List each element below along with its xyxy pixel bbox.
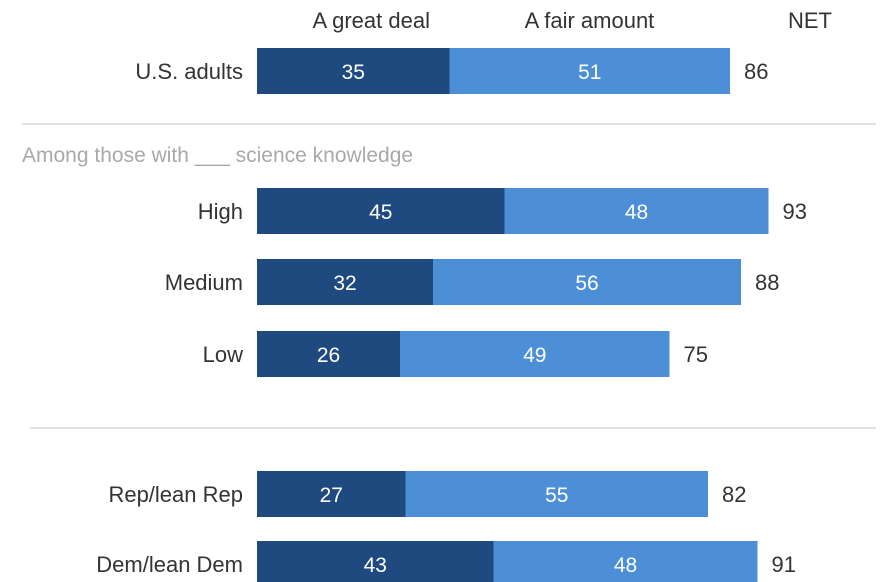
section-label: Among those with ___ science knowledge xyxy=(22,144,413,167)
net-value-label: 91 xyxy=(772,552,796,577)
row-label: Low xyxy=(203,342,243,367)
bar-value-label: 35 xyxy=(342,61,365,84)
bar-rows: U.S. adults 35 51 86 High 45 48 93 Medium 32 56 88 L… xyxy=(96,48,807,582)
bar-value-label: 26 xyxy=(317,344,340,367)
bar-row: High 45 48 93 xyxy=(198,188,807,234)
bar-fair-amount xyxy=(433,259,741,305)
bar-value-label: 56 xyxy=(575,272,598,295)
net-value-label: 88 xyxy=(755,270,779,295)
bar-row: Rep/lean Rep 27 55 82 xyxy=(108,471,746,517)
bar-value-label: 48 xyxy=(614,554,637,577)
bar-great-deal xyxy=(257,188,505,234)
bar-value-label: 43 xyxy=(364,554,387,577)
row-label: Dem/lean Dem xyxy=(96,552,243,577)
dividers xyxy=(22,123,876,429)
bar-fair-amount xyxy=(493,541,758,582)
bar-fair-amount xyxy=(400,331,670,377)
bar-great-deal xyxy=(257,259,433,305)
bar-fair-amount xyxy=(504,188,769,234)
bar-value-label: 49 xyxy=(523,344,546,367)
bar-value-label: 27 xyxy=(320,484,343,507)
net-value-label: 75 xyxy=(684,342,708,367)
bar-great-deal xyxy=(257,48,450,94)
row-label: U.S. adults xyxy=(135,59,243,84)
bar-great-deal xyxy=(257,331,400,377)
net-value-label: 93 xyxy=(783,199,807,224)
bar-fair-amount xyxy=(405,471,708,517)
bar-row: U.S. adults 35 51 86 xyxy=(135,48,768,94)
bar-value-label: 48 xyxy=(625,201,648,224)
bar-value-label: 45 xyxy=(369,201,392,224)
legend-net: NET xyxy=(788,8,832,33)
legend-great-deal: A great deal xyxy=(313,8,430,33)
bar-row: Low 26 49 75 xyxy=(203,331,708,377)
net-value-label: 82 xyxy=(722,482,746,507)
bar-value-label: 32 xyxy=(333,272,356,295)
bar-value-label: 51 xyxy=(578,61,601,84)
section-label-group: Among those with ___ science knowledge xyxy=(22,144,413,167)
bar-great-deal xyxy=(257,471,406,517)
bar-row: Medium 32 56 88 xyxy=(165,259,779,305)
net-value-label: 86 xyxy=(744,59,768,84)
row-label: Rep/lean Rep xyxy=(108,482,243,507)
legend: A great deal A fair amount NET xyxy=(313,8,832,33)
bar-fair-amount xyxy=(449,48,730,94)
row-label: High xyxy=(198,199,243,224)
bar-row: Dem/lean Dem 43 48 91 xyxy=(96,541,796,582)
row-label: Medium xyxy=(165,270,243,295)
bar-great-deal xyxy=(257,541,494,582)
legend-fair-amount: A fair amount xyxy=(525,8,655,33)
bar-value-label: 55 xyxy=(545,484,568,507)
